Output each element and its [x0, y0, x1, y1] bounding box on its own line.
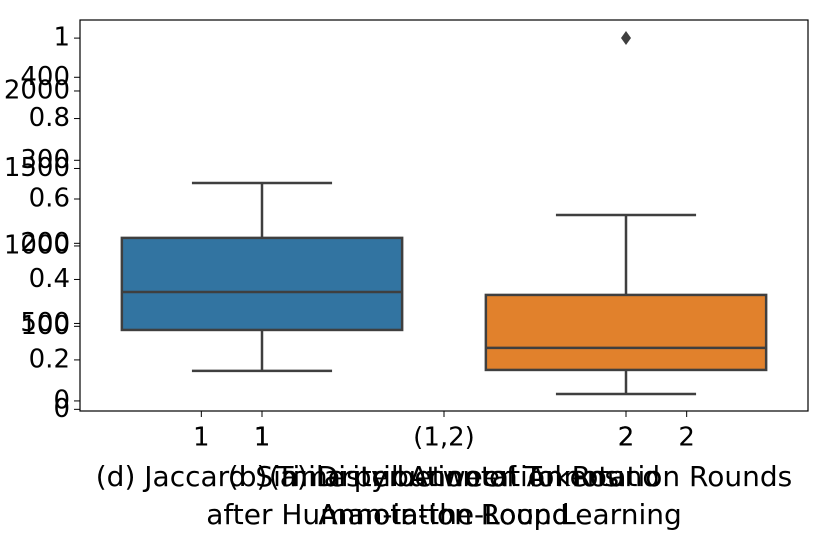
- y-tick-label: 200: [20, 228, 70, 258]
- box: [484, 293, 768, 372]
- y-tick-label: 0.6: [29, 184, 70, 214]
- caption: (a) Distribution of Tokens: [269, 460, 619, 493]
- y-tick-label: 0: [53, 394, 70, 424]
- y-tick-label: 1500: [4, 153, 70, 183]
- caption: Annotation Round: [318, 498, 569, 531]
- y-tick-label: 400: [20, 62, 70, 92]
- caption: Annotation Round: [318, 498, 569, 531]
- caption: (b) Time per Annotation Round: [228, 460, 660, 493]
- x-tick-label: (1,2): [413, 423, 475, 453]
- box: [120, 236, 404, 332]
- y-tick-label: 100: [20, 311, 70, 341]
- y-tick-label: 1: [53, 23, 70, 53]
- y-tick-label: 2000: [4, 75, 70, 105]
- y-tick-label: 300: [20, 145, 70, 175]
- y-tick-label: 0: [53, 385, 70, 415]
- outlier: [621, 30, 631, 45]
- x-tick-label: 1: [254, 423, 271, 453]
- y-tick-label: 500: [20, 308, 70, 338]
- y-tick-label: 0.2: [29, 344, 70, 374]
- caption: (d) Jaccard Similarity between Annotatio…: [96, 460, 792, 493]
- x-tick-label: 1: [254, 423, 271, 453]
- x-tick-label: 2: [618, 423, 635, 453]
- caption: after Human-in-the-Loop Learning: [206, 498, 682, 531]
- x-tick-label: 1: [193, 423, 210, 453]
- y-tick-label: 1000: [4, 230, 70, 260]
- x-tick-label: 2: [678, 423, 695, 453]
- y-tick-label: 0.4: [29, 264, 70, 294]
- x-tick-label: 2: [618, 423, 635, 453]
- y-tick-label: 0.8: [29, 103, 70, 133]
